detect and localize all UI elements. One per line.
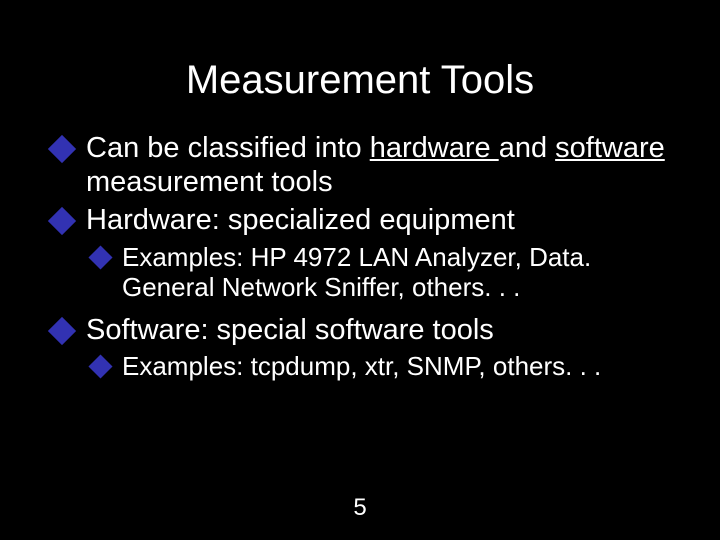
diamond-bullet-icon [88,245,112,269]
slide-content: Can be classified into hardware and soft… [0,131,720,382]
bullet-item-1: Can be classified into hardware and soft… [52,131,680,199]
bullet-item-3a: Examples: tcpdump, xtr, SNMP, others. . … [92,351,680,382]
bullet-text: Examples: HP 4972 LAN Analyzer, Data. Ge… [122,242,591,303]
page-number: 5 [0,494,720,522]
bullet-text: Hardware: specialized equipment [86,204,515,236]
text-fragment: Can be classified into [86,132,370,164]
slide: Measurement Tools Can be classified into… [0,0,720,540]
bullet-item-2: Hardware: specialized equipment [52,203,680,237]
bullet-item-2a: Examples: HP 4972 LAN Analyzer, Data. Ge… [92,242,680,303]
text-fragment: and [499,132,555,164]
underlined-text: software [555,132,665,164]
slide-title: Measurement Tools [0,0,720,131]
bullet-text: Software: special software tools [86,314,494,346]
diamond-bullet-icon [48,207,76,235]
bullet-text: Examples: tcpdump, xtr, SNMP, others. . … [122,351,601,381]
diamond-bullet-icon [48,135,76,163]
diamond-bullet-icon [88,355,112,379]
diamond-bullet-icon [48,317,76,345]
text-fragment: measurement tools [86,166,333,198]
underlined-text: hardware [370,132,499,164]
bullet-item-3: Software: special software tools [52,313,680,347]
